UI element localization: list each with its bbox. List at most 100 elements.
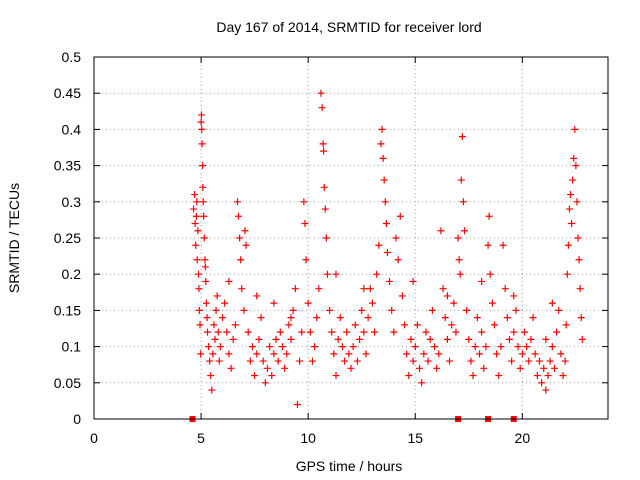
data-point <box>233 198 241 206</box>
data-point <box>455 256 463 264</box>
data-point <box>454 234 462 242</box>
data-point <box>225 277 233 285</box>
data-point <box>422 328 430 336</box>
data-point <box>283 350 291 358</box>
data-point <box>317 89 325 97</box>
data-point <box>382 220 390 228</box>
data-point <box>301 220 309 228</box>
data-point <box>561 357 569 365</box>
data-point <box>195 306 203 314</box>
data-point <box>332 372 340 380</box>
data-point <box>508 357 516 365</box>
data-point <box>553 328 561 336</box>
data-point <box>409 357 417 365</box>
data-point <box>322 234 330 242</box>
x-tick-label: 20 <box>515 430 531 446</box>
grid-lines <box>94 57 608 419</box>
data-point <box>550 364 558 372</box>
data-point <box>540 364 548 372</box>
data-point <box>575 256 583 264</box>
data-point <box>240 306 248 314</box>
data-point <box>482 343 490 351</box>
data-point <box>300 198 308 206</box>
data-point <box>401 321 409 329</box>
data-point <box>371 328 379 336</box>
data-point <box>452 328 460 336</box>
data-point <box>407 335 415 343</box>
data-point <box>198 140 206 148</box>
data-point <box>298 328 306 336</box>
data-point <box>235 212 243 220</box>
data-point <box>313 314 321 322</box>
data-point <box>311 343 319 351</box>
y-tick-label: 0.5 <box>62 49 82 65</box>
data-point <box>204 328 212 336</box>
data-point <box>383 248 391 256</box>
data-point <box>203 314 211 322</box>
data-point <box>244 328 252 336</box>
data-point <box>459 198 467 206</box>
data-point <box>418 379 426 387</box>
data-point <box>443 292 451 300</box>
data-point <box>435 350 443 358</box>
data-point <box>426 335 434 343</box>
data-point <box>315 285 323 293</box>
data-point <box>202 277 210 285</box>
data-point <box>274 357 282 365</box>
y-tick-label: 0.1 <box>62 339 82 355</box>
y-tick-label: 0.15 <box>54 302 81 318</box>
y-axis-label: SRMTID / TECUs <box>6 183 22 293</box>
data-point <box>214 328 222 336</box>
data-point <box>461 227 469 235</box>
data-point <box>330 350 338 358</box>
data-point <box>420 350 428 358</box>
data-point <box>210 321 218 329</box>
data-point <box>251 372 259 380</box>
data-point <box>569 176 577 184</box>
data-point <box>231 321 239 329</box>
y-tick-label: 0 <box>73 411 81 427</box>
data-point <box>403 350 411 358</box>
data-point <box>223 328 231 336</box>
data-point <box>343 328 351 336</box>
data-point <box>321 205 329 213</box>
data-point <box>207 372 215 380</box>
data-point <box>568 220 576 228</box>
data-point <box>398 292 406 300</box>
data-point <box>542 335 550 343</box>
data-point <box>270 350 278 358</box>
data-point <box>289 306 297 314</box>
data-point <box>213 292 221 300</box>
data-point <box>510 292 518 300</box>
data-point <box>221 299 229 307</box>
data-point <box>538 379 546 387</box>
data-point <box>266 343 274 351</box>
data-point <box>501 285 509 293</box>
data-point <box>318 104 326 112</box>
data-point <box>193 256 201 264</box>
data-point <box>198 125 206 133</box>
data-point <box>411 343 419 351</box>
data-point <box>546 357 554 365</box>
data-point <box>428 306 436 314</box>
data-point <box>253 350 261 358</box>
data-point <box>195 285 203 293</box>
data-point <box>456 270 464 278</box>
data-point <box>227 364 235 372</box>
data-point <box>353 357 361 365</box>
data-point <box>439 285 447 293</box>
data-point <box>446 357 454 365</box>
data-point <box>529 314 537 322</box>
data-point <box>571 125 579 133</box>
data-point <box>548 299 556 307</box>
data-point <box>555 306 563 314</box>
data-point <box>257 314 265 322</box>
data-point <box>535 357 543 365</box>
data-point <box>565 205 573 213</box>
data-point <box>478 328 486 336</box>
y-tick-label: 0.4 <box>62 121 82 137</box>
y-tick-label: 0.35 <box>54 158 81 174</box>
data-point <box>514 343 522 351</box>
data-point <box>572 162 580 170</box>
